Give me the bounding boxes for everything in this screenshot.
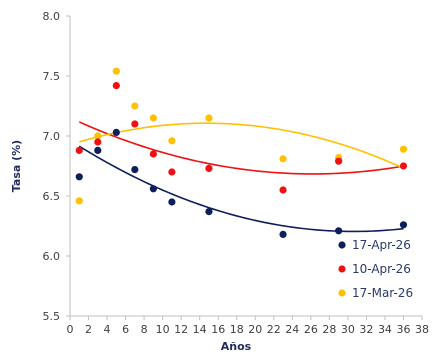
data-point: [149, 150, 157, 158]
legend-label: 10-Apr-26: [352, 262, 411, 276]
trendlines: [78, 121, 404, 233]
data-point: [335, 227, 343, 235]
data-point: [168, 137, 176, 145]
legend: 17-Apr-26 10-Apr-26 17-Mar-26: [338, 238, 413, 300]
data-point: [94, 146, 102, 154]
y-tick-label: 8.0: [43, 10, 61, 23]
data-point: [131, 102, 139, 110]
data-point: [279, 155, 287, 163]
x-axis-title: Años: [221, 340, 252, 353]
data-point: [112, 67, 120, 75]
data-point: [335, 157, 343, 165]
x-tick-label: 32: [359, 323, 373, 336]
x-tick-label: 28: [322, 323, 336, 336]
x-tick-label: 36: [396, 323, 410, 336]
x-tick-label: 38: [415, 323, 429, 336]
data-point: [131, 120, 139, 128]
data-point: [168, 198, 176, 206]
data-point: [399, 221, 408, 229]
data-point: [94, 132, 102, 140]
legend-marker: [338, 241, 346, 249]
x-tick-label: 34: [378, 323, 392, 336]
y-ticks: 5.5 6.0 6.5 7.0 7.5 8.0: [43, 10, 70, 323]
y-tick-label: 7.5: [43, 70, 61, 83]
y-tick-label: 6.5: [43, 190, 61, 203]
data-point: [205, 208, 213, 216]
x-tick-label: 8: [141, 323, 148, 336]
x-tick-label: 0: [67, 323, 74, 336]
x-tick-label: 12: [174, 323, 188, 336]
data-point: [279, 186, 287, 194]
legend-label: 17-Mar-26: [352, 286, 413, 300]
y-tick-label: 7.0: [43, 130, 61, 143]
data-point: [399, 162, 408, 170]
data-point: [205, 114, 213, 122]
x-tick-label: 4: [104, 323, 111, 336]
data-point: [94, 138, 102, 146]
data-point: [131, 166, 139, 174]
x-tick-label: 6: [122, 323, 129, 336]
axes: [69, 16, 422, 317]
legend-label: 17-Apr-26: [352, 238, 411, 252]
trendline: [79, 122, 404, 169]
data-point: [149, 114, 157, 122]
data-point: [399, 145, 408, 153]
x-tick-label: 10: [156, 323, 170, 336]
data-point: [205, 164, 213, 172]
trendline: [78, 121, 404, 175]
data-point: [149, 185, 157, 193]
x-tick-label: 16: [211, 323, 225, 336]
legend-marker: [338, 265, 346, 273]
data-point: [112, 128, 120, 136]
data-point: [279, 230, 287, 238]
data-points: [75, 67, 408, 238]
x-tick-label: 2: [85, 323, 92, 336]
legend-marker: [338, 289, 346, 297]
data-point: [75, 146, 83, 154]
x-tick-label: 14: [193, 323, 207, 336]
data-point: [75, 197, 83, 205]
x-tick-label: 20: [248, 323, 262, 336]
x-tick-label: 26: [304, 323, 318, 336]
x-tick-label: 24: [285, 323, 299, 336]
data-point: [75, 173, 83, 181]
data-point: [112, 82, 120, 90]
data-point: [168, 168, 176, 176]
y-tick-label: 6.0: [43, 250, 61, 263]
x-tick-label: 30: [341, 323, 355, 336]
x-tick-label: 18: [230, 323, 244, 336]
x-ticks: 0 2 4 6 8 10 12 14 16 18 20 22 24 26 28 30 32 34 36 38: [67, 316, 429, 336]
y-axis-title: Tasa (%): [10, 140, 23, 192]
x-tick-label: 22: [267, 323, 281, 336]
y-tick-label: 5.5: [43, 310, 61, 323]
trendline: [78, 145, 404, 233]
